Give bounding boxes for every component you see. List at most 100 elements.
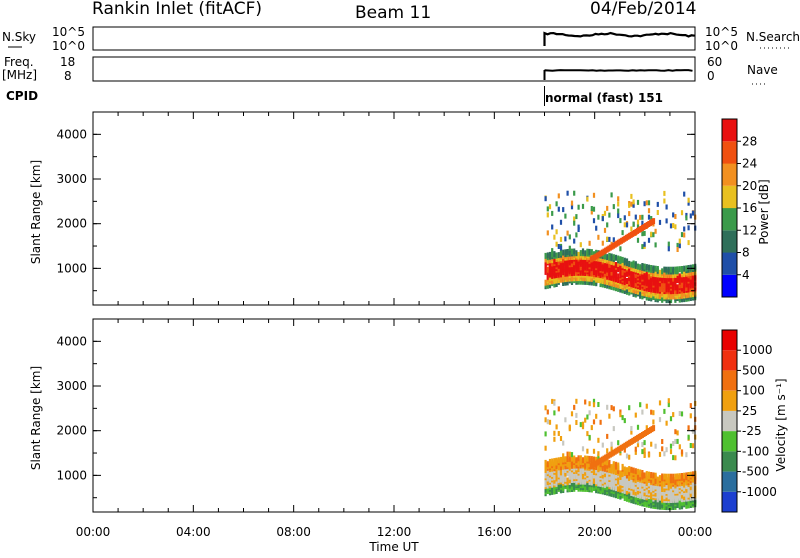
power-cell xyxy=(586,248,589,255)
velocity-cell xyxy=(579,458,582,465)
velocity-cell xyxy=(568,451,571,457)
power-cell xyxy=(641,214,644,220)
velocity-cell xyxy=(606,433,609,439)
power-cell xyxy=(634,271,637,278)
velocity-cell xyxy=(636,468,640,475)
velocity-cell xyxy=(588,461,591,468)
velocity-cell xyxy=(643,499,646,506)
power-cell xyxy=(645,294,648,301)
power-cell xyxy=(667,246,670,252)
velocity-cell xyxy=(689,443,692,448)
velocity-cell xyxy=(667,473,670,480)
power-colorbar-tick-label: 16 xyxy=(742,201,757,215)
velocity-cell xyxy=(624,441,628,448)
power-cell xyxy=(553,234,556,240)
velocity-cell xyxy=(614,492,618,499)
power-cell xyxy=(654,269,657,276)
power-cell xyxy=(691,210,695,216)
power-cell xyxy=(683,232,686,238)
velocity-cell xyxy=(586,414,589,420)
power-colorbar-tick-label: 28 xyxy=(742,134,757,148)
power-cell xyxy=(689,213,692,219)
velocity-colorbar-tick-label: -100 xyxy=(742,444,769,458)
x-tick-label: 16:00 xyxy=(477,525,512,539)
velocity-cell xyxy=(667,489,670,496)
velocity-cell xyxy=(636,434,640,441)
velocity-cell xyxy=(557,482,560,489)
velocity-cell xyxy=(674,473,677,480)
velocity-cell xyxy=(641,442,644,447)
freq-label: Freq. xyxy=(4,55,34,69)
velocity-cell xyxy=(599,419,602,425)
velocity-cell xyxy=(548,475,552,481)
power-cell xyxy=(566,279,569,286)
velocity-cell xyxy=(570,484,574,491)
velocity-cell xyxy=(613,448,617,455)
power-cell xyxy=(628,211,631,217)
nsearch-tick-top: 10^5 xyxy=(705,25,738,39)
power-cell xyxy=(667,241,670,247)
power-colorbar-tick-label: 20 xyxy=(742,179,757,193)
power-cell xyxy=(566,249,569,255)
power-cell xyxy=(634,214,637,220)
power-cell xyxy=(596,252,600,259)
power-cell xyxy=(641,231,644,237)
power-cell xyxy=(621,236,625,243)
velocity-cell xyxy=(564,475,567,482)
velocity-cell xyxy=(595,413,598,419)
power-cell xyxy=(617,213,620,219)
power-cell xyxy=(619,268,622,275)
velocity-cell xyxy=(625,485,629,491)
power-cell xyxy=(619,256,622,263)
velocity-cell xyxy=(566,456,569,462)
velocity-cell xyxy=(680,449,684,455)
power-cell xyxy=(610,269,613,276)
power-cell xyxy=(562,276,565,283)
power-cell xyxy=(632,199,635,205)
power-cell xyxy=(546,206,549,212)
power-colorbar-segment xyxy=(722,119,737,142)
power-cell xyxy=(663,266,666,273)
power-cell xyxy=(685,265,688,272)
velocity-cell xyxy=(597,485,600,492)
power-cell xyxy=(592,206,596,212)
power-cell xyxy=(689,264,692,271)
velocity-cell xyxy=(645,403,648,409)
velocity-cell xyxy=(630,426,633,431)
power-cell xyxy=(636,263,640,270)
power-cell xyxy=(570,266,574,273)
velocity-cell xyxy=(623,486,626,493)
power-cell xyxy=(581,203,585,209)
power-cell xyxy=(643,272,646,279)
power-cell xyxy=(663,198,666,204)
velocity-cell xyxy=(674,455,677,461)
power-cell xyxy=(669,223,673,229)
power-cell xyxy=(619,263,622,270)
power-cell xyxy=(654,265,657,272)
velocity-cell xyxy=(665,482,668,489)
power-cell xyxy=(592,251,596,258)
power-cell xyxy=(607,245,611,252)
velocity-cell xyxy=(555,457,558,464)
velocity-cell xyxy=(641,409,644,415)
velocity-cell xyxy=(676,438,679,444)
velocity-colorbar-segment xyxy=(722,471,737,492)
power-cell xyxy=(562,253,565,260)
power-cell xyxy=(625,287,629,293)
velocity-cell xyxy=(643,453,646,458)
velocity-cell xyxy=(691,485,695,492)
power-cell xyxy=(643,263,646,270)
velocity-cell xyxy=(685,493,688,500)
power-cell xyxy=(610,273,613,280)
power-cell xyxy=(577,204,580,210)
power-cell xyxy=(603,210,607,216)
velocity-cell xyxy=(614,461,618,468)
velocity-cell xyxy=(590,456,593,463)
velocity-cell xyxy=(553,400,556,406)
velocity-cell xyxy=(595,483,598,490)
velocity-cell xyxy=(579,455,582,462)
velocity-cell xyxy=(644,430,648,436)
velocity-cell xyxy=(562,478,565,484)
power-cell xyxy=(639,264,642,271)
power-cell xyxy=(683,265,686,272)
